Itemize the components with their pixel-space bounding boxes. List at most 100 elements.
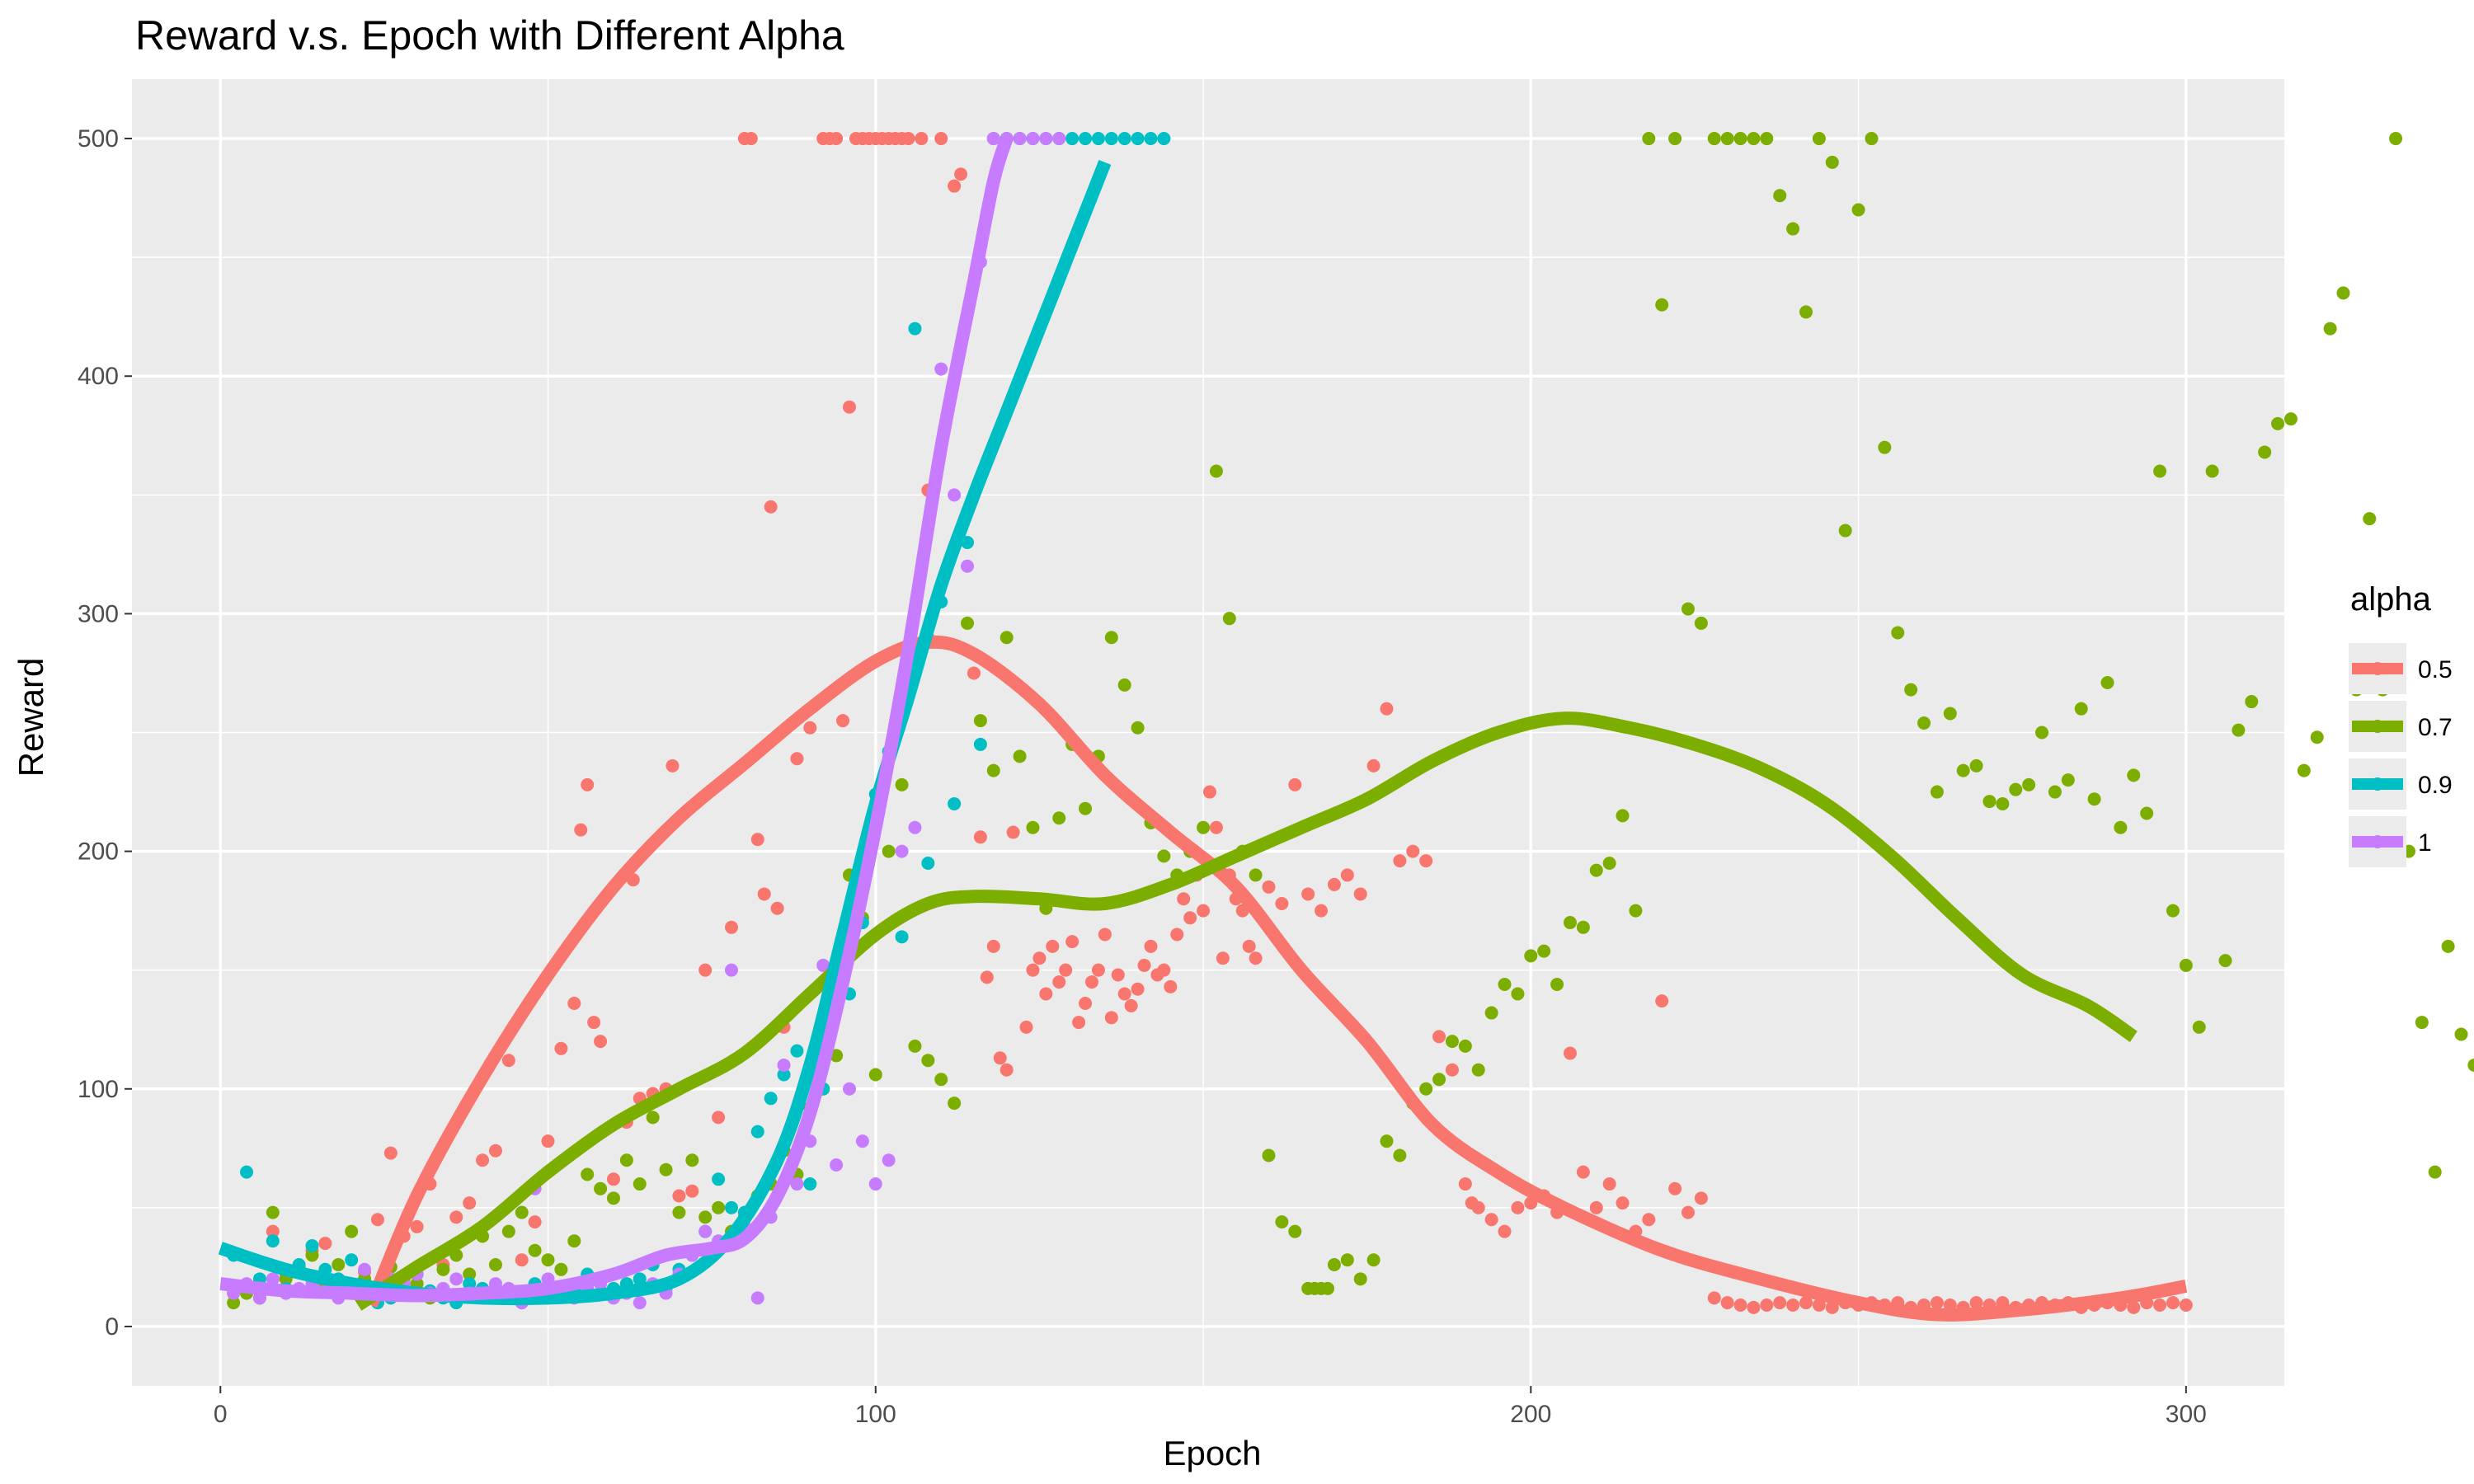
data-point [954,167,968,181]
data-point [698,1210,713,1224]
data-point [1098,928,1112,942]
data-point [1720,1296,1734,1310]
data-point [698,963,713,977]
data-point [240,1165,254,1179]
data-point [1222,612,1236,626]
data-point [1511,987,1525,1001]
data-point [606,1172,620,1186]
data-point [1733,1298,1747,1313]
data-point [1327,1258,1341,1272]
data-point [266,1272,280,1286]
data-point [1943,707,1957,721]
data-point [1406,844,1420,858]
data-point [332,1258,346,1272]
data-point [1865,132,1879,146]
data-point [666,758,680,773]
data-point [1026,820,1040,834]
data-point [2232,723,2246,737]
data-point [915,132,929,146]
data-point [712,1172,726,1186]
data-point [1380,702,1394,716]
data-point [986,939,1000,953]
data-point [1052,811,1066,825]
data-point [1091,963,1105,977]
x-tick-label: 300 [2166,1401,2207,1428]
data-point [1602,857,1616,870]
data-point [698,1224,713,1238]
data-point [2415,1016,2429,1030]
data-point [1498,1224,1512,1238]
smooth-lines [218,136,2188,1322]
data-point [554,1041,568,1055]
data-point [1419,854,1433,868]
data-point [1563,1046,1577,1060]
data-point [1930,785,1944,799]
data-point [1629,904,1643,918]
data-point [836,714,850,728]
data-point [476,1153,490,1167]
data-point [1131,721,1145,735]
smooth-line-alpha-0-7 [354,711,2138,1311]
data-point [1445,1035,1459,1049]
data-point [1681,1205,1695,1219]
data-point [567,997,581,1011]
data-point [1982,795,1997,809]
x-tick-label: 100 [855,1401,896,1428]
data-point [594,1181,608,1195]
data-point [1177,892,1191,906]
grid-major [132,79,2284,1386]
y-tick-label: 500 [78,125,119,153]
data-point [463,1196,477,1210]
data-point [1275,896,1289,910]
data-point [1484,1006,1498,1020]
data-point [2363,512,2377,526]
data-point [488,1258,502,1272]
data-point [1642,1213,1656,1227]
data-point [1681,602,1695,616]
data-point [1773,189,1787,203]
data-point [1747,132,1761,146]
data-point [1484,1213,1498,1227]
data-point [1216,951,1230,965]
data-point [587,1016,601,1030]
data-point [1117,678,1131,692]
data-point [581,1167,595,1181]
data-point [750,833,764,847]
data-point [712,1200,726,1214]
data-point [2310,730,2324,744]
data-point [1616,1196,1630,1210]
y-tick-label: 400 [78,363,119,390]
data-point [1563,916,1577,930]
data-point [410,1219,424,1233]
data-point [777,1058,791,1072]
legend-key-point-alpha-0-7 [2371,720,2384,733]
data-point [724,1200,738,1214]
data-point [685,1153,699,1167]
data-point [724,920,738,934]
data-point [1668,132,1682,146]
data-point [830,1158,844,1172]
data-point [1432,1030,1446,1044]
data-point [712,1111,726,1125]
data-point [266,1205,280,1219]
data-point [777,1068,791,1082]
data-point [2074,702,2088,716]
data-point [2271,416,2285,430]
data-point [750,1125,764,1139]
data-point [1366,758,1380,773]
data-point [1164,979,1178,993]
data-point [1917,716,1931,730]
data-point [501,1054,515,1068]
data-point [2389,132,2403,146]
data-point [1013,132,1027,146]
data-point [1694,616,1708,630]
chart-title: Reward v.s. Epoch with Different Alpha [135,12,844,59]
data-point [1079,997,1093,1011]
data-point [515,1253,529,1267]
data-point [882,1153,896,1167]
data-point [1498,977,1512,991]
data-point [1445,1063,1459,1077]
data-point [973,714,987,728]
data-point [541,1253,555,1267]
data-point [2153,1298,2167,1313]
